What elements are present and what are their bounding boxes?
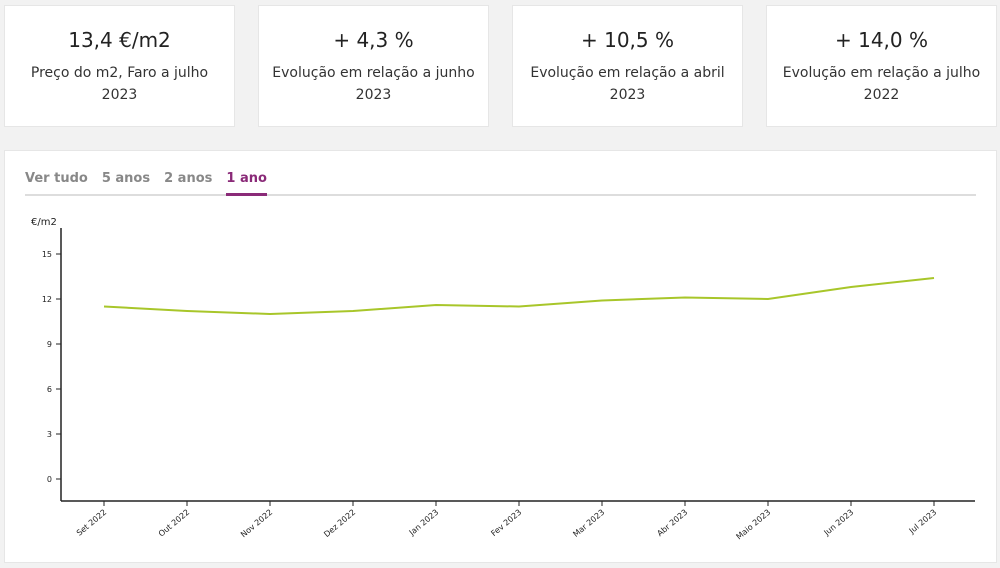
range-tabs: Ver tudo 5 anos 2 anos 1 ano (25, 171, 976, 196)
stat-label: Preço do m2, Faro a julho 2023 (30, 65, 209, 103)
y-tick-label: 3 (47, 430, 52, 439)
tab-5-anos[interactable]: 5 anos (101, 171, 151, 186)
y-tick-label: 0 (47, 475, 52, 484)
y-tick-label: 12 (42, 295, 52, 304)
x-tick-label: Jan 2023 (407, 508, 441, 538)
y-tick-label: 15 (42, 250, 52, 259)
x-tick-label: Jun 2023 (822, 508, 856, 538)
y-axis-label: €/m2 (31, 217, 57, 228)
x-tick-label: Dez 2022 (322, 508, 357, 539)
stat-value: + 10,5 % (580, 28, 674, 52)
stat-card: + 14,0 % Evolução em relação a julho 2022 (766, 5, 997, 127)
stat-label: Evolução em relação a junho 2023 (272, 65, 475, 103)
stat-value: 13,4 €/m2 (68, 28, 171, 52)
stat-label: Evolução em relação a julho 2022 (782, 65, 981, 103)
x-tick-label: Out 2022 (157, 508, 191, 539)
stat-card: + 4,3 % Evolução em relação a junho 2023 (258, 5, 489, 127)
y-tick-label: 6 (47, 385, 52, 394)
x-tick-label: Set 2022 (75, 508, 108, 538)
chart-panel: Ver tudo 5 anos 2 anos 1 ano (4, 150, 997, 563)
stat-value: + 14,0 % (834, 28, 928, 52)
y-tick-label: 9 (47, 340, 52, 349)
x-tick-label: Nov 2022 (239, 508, 274, 540)
stat-value: + 4,3 % (333, 28, 414, 52)
stat-card: + 10,5 % Evolução em relação a abril 2023 (512, 5, 743, 127)
tab-2-anos[interactable]: 2 anos (164, 171, 213, 186)
price-line (103, 277, 935, 316)
stat-card: 13,4 €/m2 Preço do m2, Faro a julho 2023 (4, 5, 235, 127)
x-tick-label: Mar 2023 (571, 508, 606, 539)
x-tick-label: Fev 2023 (489, 508, 523, 539)
x-tick-label: Maio 2023 (734, 508, 772, 542)
tab-ver-tudo[interactable]: Ver tudo (25, 171, 88, 186)
stat-label: Evolução em relação a abril 2023 (530, 65, 725, 103)
x-tick-label: Jul 2023 (907, 508, 938, 536)
x-tick-label: Abr 2023 (655, 508, 689, 539)
tab-1-ano[interactable]: 1 ano (226, 171, 267, 196)
